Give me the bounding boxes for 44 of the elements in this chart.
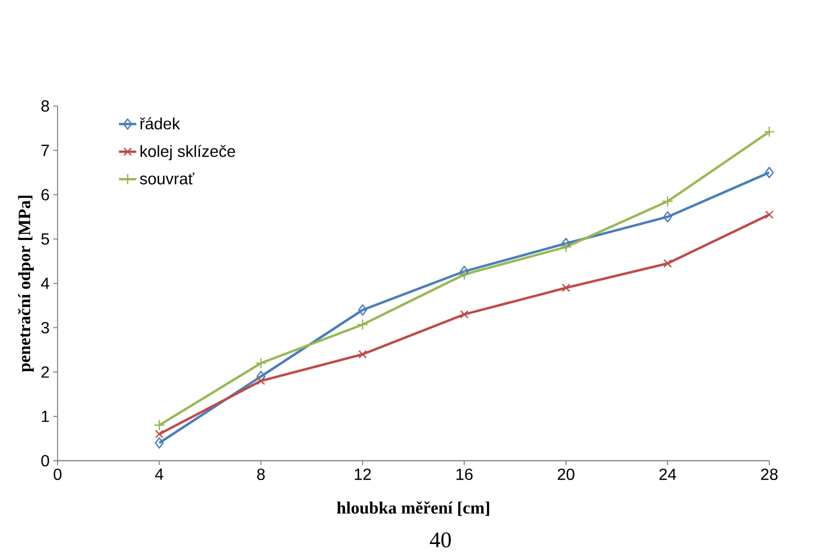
point xyxy=(560,241,572,253)
y-tick-label: 0 xyxy=(41,455,50,467)
x-tick-label: 8 xyxy=(257,468,265,480)
legend-label: řádek xyxy=(140,117,180,130)
point xyxy=(256,370,266,382)
y-tick-label: 3 xyxy=(41,322,49,334)
x-tick-label: 24 xyxy=(659,468,676,480)
point xyxy=(663,259,672,268)
point xyxy=(358,350,367,359)
point xyxy=(460,310,469,319)
point xyxy=(154,420,165,432)
point xyxy=(154,437,164,449)
y-tick-label: 8 xyxy=(41,100,49,112)
x-tick-label: 28 xyxy=(761,468,778,480)
y-tick-label: 2 xyxy=(42,366,49,378)
point xyxy=(155,430,164,438)
point xyxy=(255,358,267,370)
y-tick-label: 5 xyxy=(41,234,50,245)
y-axis-title: penetrační odpor [MPa] xyxy=(18,196,34,372)
point xyxy=(662,196,674,208)
x-tick-label: 16 xyxy=(456,468,473,480)
x-tick-label: 0 xyxy=(54,468,62,480)
point xyxy=(562,284,570,292)
point xyxy=(356,319,368,330)
x-tick-label: 20 xyxy=(558,468,574,480)
point xyxy=(663,211,672,223)
text: 40 xyxy=(430,532,451,548)
x-axis-title: hloubka měření [cm] xyxy=(336,502,490,516)
y-tick-label: 7 xyxy=(42,144,49,156)
point xyxy=(358,304,368,316)
point xyxy=(458,268,470,280)
x-tick-label: 12 xyxy=(354,468,371,480)
point xyxy=(562,238,570,250)
point xyxy=(764,166,774,178)
y-tick-label: 6 xyxy=(42,189,49,201)
legend-label: kolej sklízeče xyxy=(140,145,236,160)
point xyxy=(460,266,469,278)
legend-label: souvrať xyxy=(140,172,194,185)
y-tick-label: 4 xyxy=(41,278,50,290)
point xyxy=(765,210,774,220)
y-tick-label: 1 xyxy=(42,410,49,422)
point xyxy=(764,126,776,138)
x-tick-label: 4 xyxy=(155,468,164,480)
point xyxy=(256,376,266,386)
